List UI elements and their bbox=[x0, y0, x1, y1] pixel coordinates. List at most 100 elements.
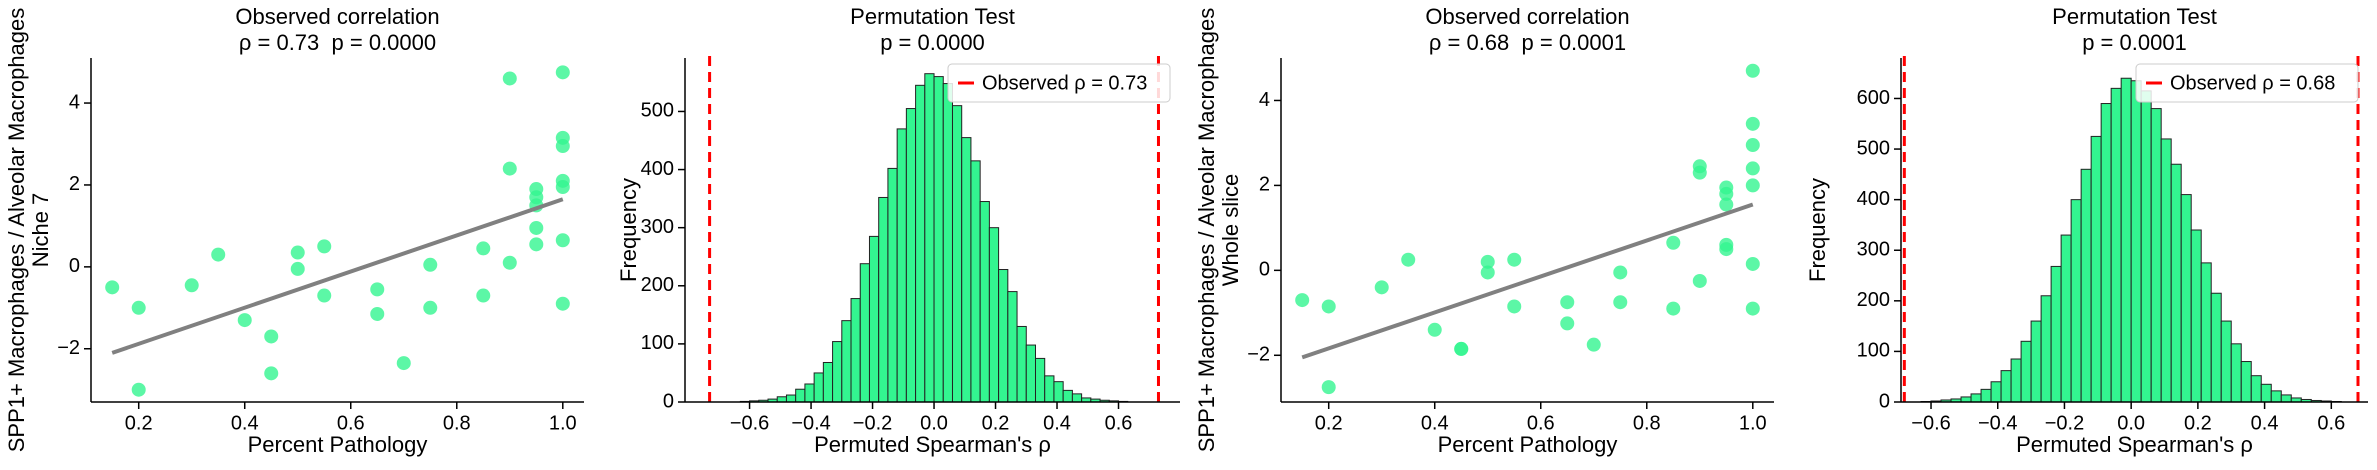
scatter-point bbox=[396, 356, 411, 371]
scatter-point bbox=[1480, 254, 1495, 269]
scatter-point bbox=[1374, 280, 1389, 295]
y-tick-label: 2 bbox=[1259, 174, 1270, 196]
scatter-point bbox=[211, 247, 226, 262]
histogram-bar bbox=[2250, 375, 2262, 403]
histogram-bar bbox=[2090, 135, 2102, 403]
x-tick-label: 0.6 bbox=[1527, 412, 1555, 434]
x-tick-label: 0.2 bbox=[1315, 412, 1343, 434]
histogram-bar bbox=[896, 128, 907, 403]
histogram-bar bbox=[2040, 295, 2052, 403]
x-tick-label: 0.2 bbox=[2184, 412, 2212, 434]
x-tick-label: 0.8 bbox=[443, 412, 471, 434]
legend-box bbox=[947, 63, 1171, 103]
y-axis-label: Frequency bbox=[1805, 178, 1830, 282]
histogram-bar bbox=[887, 167, 898, 403]
scatter-point bbox=[105, 280, 120, 295]
histogram-bar bbox=[2230, 343, 2242, 403]
histogram-bar bbox=[915, 84, 926, 403]
histogram-bar bbox=[970, 160, 981, 403]
x-tick-label: 0.4 bbox=[2251, 412, 2279, 434]
histogram-bar bbox=[961, 137, 972, 403]
x-axis-label: Permuted Spearman's ρ bbox=[814, 432, 1051, 457]
scatter-point bbox=[1507, 299, 1522, 314]
scatter-point bbox=[131, 382, 146, 397]
histogram-bar bbox=[2030, 320, 2042, 403]
scatter-point bbox=[1613, 265, 1628, 280]
histogram-bar bbox=[2110, 87, 2122, 403]
y-tick-label: 500 bbox=[1857, 137, 1890, 159]
scatter-point bbox=[1745, 301, 1760, 316]
scatter-point bbox=[529, 220, 544, 235]
chart-subtitle: p = 0.0001 bbox=[2082, 30, 2187, 55]
histogram-bar bbox=[2140, 90, 2152, 403]
x-tick-label: −0.2 bbox=[853, 412, 892, 434]
scatter-point bbox=[1692, 273, 1707, 288]
histogram-bar bbox=[804, 383, 815, 403]
histogram-bar bbox=[850, 298, 861, 403]
scatter-point bbox=[555, 139, 570, 154]
histogram-bar bbox=[2070, 199, 2082, 403]
scatter-point bbox=[1295, 293, 1310, 308]
chart-title: Permutation Test bbox=[2052, 4, 2217, 29]
scatter-point bbox=[1560, 295, 1575, 310]
chart-title: Observed correlation bbox=[235, 4, 439, 29]
histogram-bar bbox=[878, 196, 889, 403]
scatter-point bbox=[502, 161, 517, 176]
histogram-bar bbox=[795, 388, 806, 403]
legend-label: Observed ρ = 0.73 bbox=[982, 72, 1147, 94]
histogram-bar bbox=[2280, 394, 2292, 403]
trend-line bbox=[1301, 202, 1754, 360]
x-axis-label: Percent Pathology bbox=[1438, 432, 1618, 457]
histogram-bar bbox=[2220, 320, 2232, 403]
scatter-point bbox=[423, 257, 438, 272]
histogram-bar bbox=[2240, 361, 2252, 403]
histogram-bar bbox=[2180, 194, 2192, 403]
scatter-point bbox=[1321, 299, 1336, 314]
chart-subtitle: ρ = 0.68 p = 0.0001 bbox=[1429, 30, 1626, 55]
y-tick-label: 300 bbox=[641, 216, 674, 238]
histogram-bar bbox=[951, 105, 963, 403]
histogram-bar bbox=[785, 394, 797, 403]
scatter-point bbox=[1427, 322, 1442, 337]
scatter-point bbox=[555, 180, 570, 194]
histogram-bar bbox=[813, 372, 824, 403]
y-tick-label: 0 bbox=[663, 390, 674, 412]
x-tick-label: 0.6 bbox=[1105, 412, 1133, 434]
scatter-point bbox=[1719, 197, 1734, 212]
y-axis-label: Niche 7 bbox=[28, 193, 53, 268]
scatter-point bbox=[476, 241, 491, 256]
scatter-point bbox=[1586, 337, 1601, 352]
y-tick-label: 600 bbox=[1857, 87, 1890, 109]
scatter-point bbox=[1666, 301, 1681, 316]
histogram-bar bbox=[868, 235, 880, 403]
scatter-point bbox=[131, 300, 146, 315]
histogram-bar bbox=[832, 341, 843, 403]
histogram-bar bbox=[2080, 168, 2092, 403]
x-tick-label: 0.6 bbox=[337, 412, 365, 434]
histogram-bar bbox=[2000, 370, 2012, 403]
y-tick-label: 400 bbox=[641, 158, 674, 180]
y-tick-label: 4 bbox=[69, 91, 80, 113]
histogram-bar bbox=[841, 320, 852, 403]
x-tick-label: 0.0 bbox=[2117, 412, 2145, 434]
histogram-bar bbox=[924, 73, 935, 403]
scatter-point bbox=[317, 239, 332, 254]
scatter-point bbox=[1745, 256, 1760, 271]
scatter-point bbox=[264, 329, 279, 344]
x-tick-label: 1.0 bbox=[549, 412, 577, 434]
y-tick-label: 0 bbox=[1259, 259, 1270, 281]
y-tick-label: 100 bbox=[641, 332, 674, 354]
x-tick-label: 0.4 bbox=[1421, 412, 1449, 434]
y-tick-label: 0 bbox=[1879, 390, 1890, 412]
scatter-point bbox=[1745, 116, 1760, 131]
histogram-bar bbox=[2050, 265, 2062, 403]
histogram-bar bbox=[1970, 393, 1982, 403]
histogram-bar bbox=[2060, 234, 2072, 403]
scatter-point bbox=[1454, 341, 1469, 356]
x-tick-label: −0.4 bbox=[1978, 412, 2017, 434]
histogram-bar bbox=[2170, 163, 2182, 403]
histogram-bar bbox=[2120, 77, 2132, 403]
histogram-bar bbox=[2200, 262, 2212, 403]
scatter-point bbox=[1719, 186, 1734, 201]
histogram-bar bbox=[822, 361, 834, 403]
